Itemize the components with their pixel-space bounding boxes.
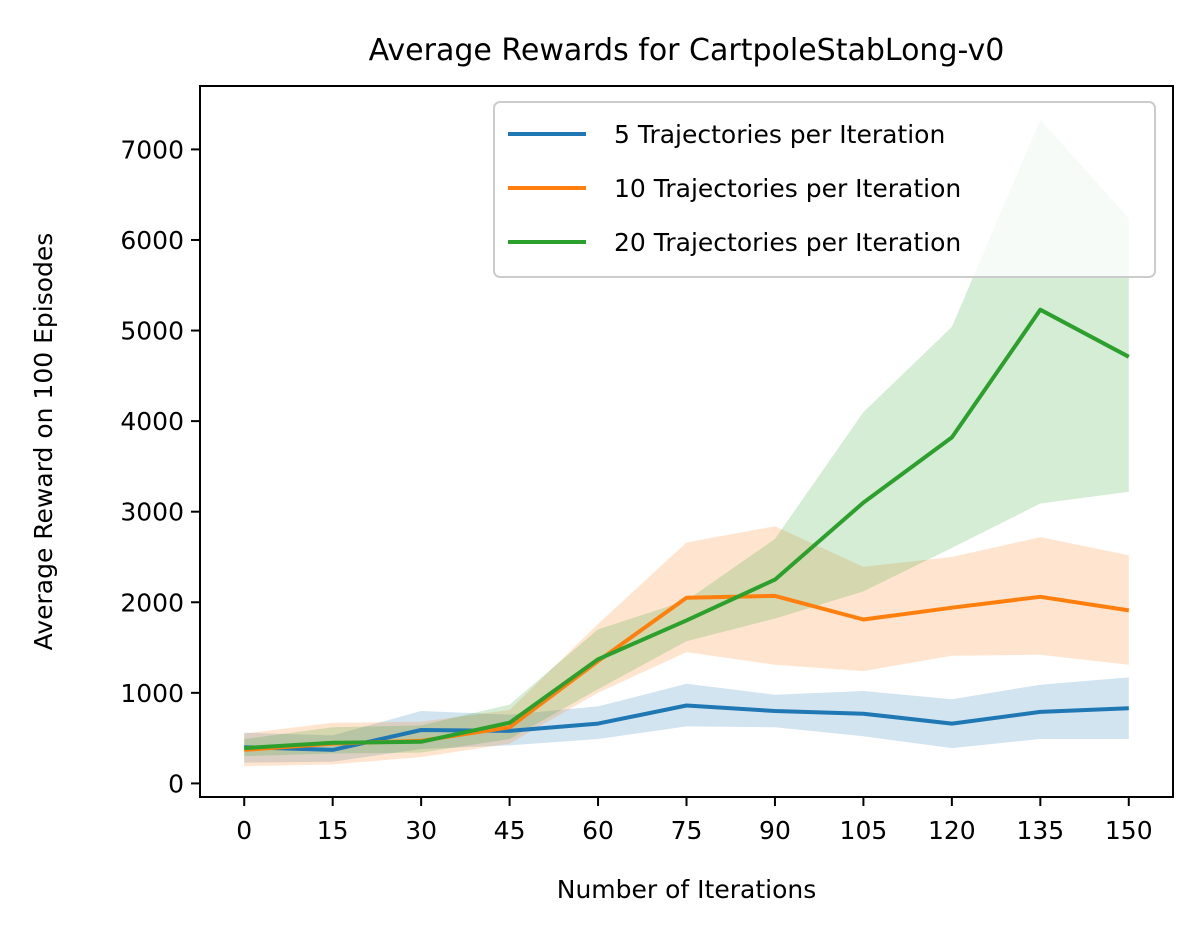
y-tick-label: 0 <box>168 769 184 798</box>
x-tick-label: 75 <box>671 816 703 845</box>
legend-label-series-2: 10 Trajectories per Iteration <box>614 174 961 203</box>
x-axis-label: Number of Iterations <box>557 875 817 904</box>
x-tick-label: 15 <box>317 816 349 845</box>
y-tick-label: 3000 <box>120 498 184 527</box>
chart-title: Average Rewards for CartpoleStabLong-v0 <box>369 33 1005 68</box>
x-tick-label: 135 <box>1016 816 1064 845</box>
x-axis: 0 15 30 45 60 75 90 105 120 135 150 <box>236 797 1153 845</box>
x-tick-label: 0 <box>236 816 252 845</box>
y-tick-label: 7000 <box>120 135 184 164</box>
x-tick-label: 150 <box>1105 816 1153 845</box>
legend: 5 Trajectories per Iteration 10 Trajector… <box>493 101 1156 278</box>
y-tick-label: 4000 <box>120 407 184 436</box>
confidence-band-series-2 <box>244 526 1129 767</box>
confidence-band-series-1 <box>244 677 1129 763</box>
series-line-1 <box>244 703 1129 752</box>
series-lines <box>244 307 1130 752</box>
y-axis-label: Average Reward on 100 Episodes <box>29 233 58 651</box>
y-tick-label: 1000 <box>120 679 184 708</box>
y-tick-label: 5000 <box>120 317 184 346</box>
x-tick-label: 105 <box>840 816 888 845</box>
x-tick-label: 60 <box>582 816 614 845</box>
series-line-3 <box>244 307 1130 751</box>
legend-label-series-3: 20 Trajectories per Iteration <box>614 228 961 257</box>
x-tick-label: 30 <box>405 816 437 845</box>
x-tick-label: 90 <box>759 816 791 845</box>
x-tick-label: 120 <box>928 816 976 845</box>
x-tick-label: 45 <box>494 816 526 845</box>
y-axis: 0 1000 2000 3000 4000 5000 6000 7000 <box>120 135 200 798</box>
y-tick-label: 6000 <box>120 226 184 255</box>
y-tick-label: 2000 <box>120 588 184 617</box>
legend-box <box>493 101 1156 278</box>
legend-label-series-1: 5 Trajectories per Iteration <box>614 120 945 149</box>
